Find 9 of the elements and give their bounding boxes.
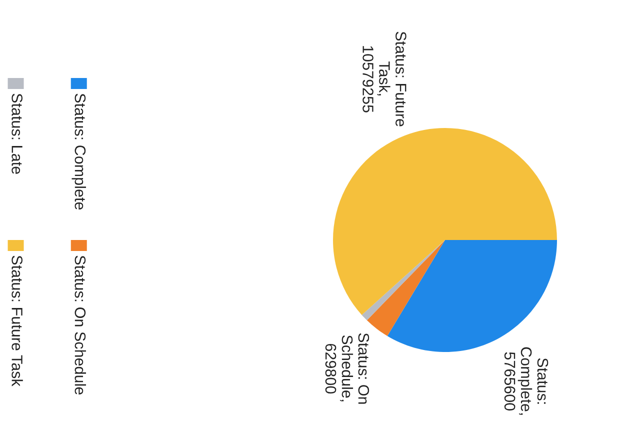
data-label: Status: On Schedule, 629800 [325,333,370,404]
pie-slice [333,128,557,315]
data-label: Status: Complete, 5765600 [504,347,548,415]
pie-slice [362,240,445,320]
legend-label: Status: On Schedule [74,256,86,394]
legend-label: Status: Late [12,94,22,174]
legend-label: Status: Complete [72,94,86,210]
legend-label: Status: Future Task [12,256,23,386]
data-label: Status: Future Task, 10579255 [362,32,406,126]
